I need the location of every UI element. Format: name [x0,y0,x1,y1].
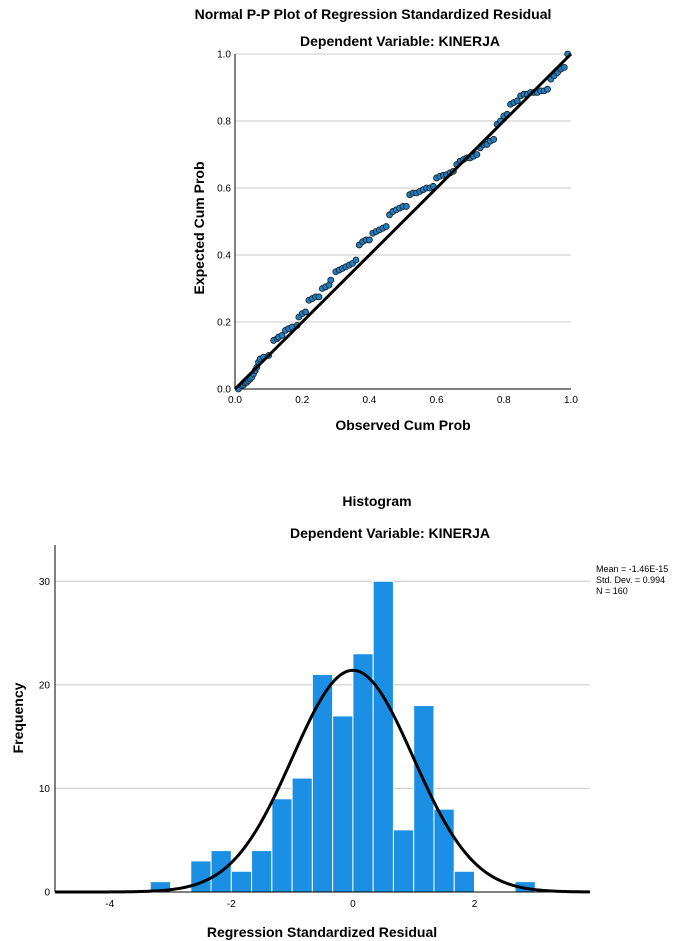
pp-x-axis-label: Observed Cum Prob [335,417,470,433]
pp-y-ticks: 0.0 0.2 0.4 0.6 0.8 1.0 [217,50,231,396]
pp-title: Normal P-P Plot of Regression Standardiz… [195,6,552,22]
pp-point [544,85,551,93]
pp-ytick-label: 0.2 [217,318,231,329]
pp-xtick-label: 1.0 [564,395,578,406]
hist-x-axis-label: Regression Standardized Residual [207,924,437,940]
pp-y-axis-label: Expected Cum Prob [191,161,207,294]
pp-point [382,223,390,230]
hist-ytick-label: 0 [44,888,50,899]
hist-xtick-label: -4 [105,899,114,910]
pp-ytick-label: 0.6 [217,184,231,195]
stats-box: Mean = -1.46E-15 Std. Dev. = 0.994 N = 1… [596,564,668,596]
pp-point [327,276,335,284]
pp-point [490,136,498,143]
hist-bar [453,870,475,893]
pp-xtick-label: 0.8 [497,395,511,406]
hist-y-ticks: 0 10 20 30 [39,577,51,899]
hist-bar [230,870,253,893]
stat-std-dev: Std. Dev. = 0.994 [596,575,665,585]
pp-subtitle: Dependent Variable: KINERJA [300,33,500,49]
pp-xtick-label: 0.2 [295,395,309,406]
hist-xtick-label: 2 [472,899,478,910]
pp-xtick-label: 0.0 [228,395,242,406]
hist-ytick-label: 20 [39,680,51,691]
pp-points [234,50,572,393]
hist-title: Histogram [342,493,411,509]
hist-bar [372,580,394,893]
hist-xtick-label: 0 [350,899,356,910]
pp-point [402,203,410,210]
pp-ytick-label: 0.8 [217,117,231,128]
histogram: Histogram Dependent Variable: KINERJA 0 … [10,493,668,940]
pp-point [365,236,373,244]
pp-point [513,97,521,105]
pp-point [278,331,286,339]
stat-mean: Mean = -1.46E-15 [596,564,668,574]
hist-bar [352,653,374,893]
pp-point [315,293,323,301]
hist-xtick-label: -2 [227,899,236,910]
hist-subtitle: Dependent Variable: KINERJA [290,525,490,541]
pp-point [352,256,360,264]
pp-point [302,308,309,316]
hist-x-ticks: -4 -2 0 2 [105,899,477,910]
stat-n: N = 160 [596,586,628,596]
hist-bar [271,798,293,893]
pp-xtick-label: 0.6 [430,395,444,406]
pp-point [560,64,568,71]
normal-curve [55,668,591,894]
pp-ytick-label: 1.0 [217,50,231,61]
hist-ytick-label: 30 [39,577,51,588]
hist-bar [251,850,273,893]
hist-ytick-label: 10 [39,784,51,795]
hist-bar [190,860,212,893]
pp-ytick-label: 0.4 [217,251,231,262]
pp-plot: Normal P-P Plot of Regression Standardiz… [191,6,578,433]
pp-reference-line [233,52,573,391]
pp-ytick-label: 0.0 [217,385,231,396]
pp-xtick-label: 0.4 [362,395,376,406]
hist-bar [291,777,313,893]
pp-x-ticks: 0.0 0.2 0.4 0.6 0.8 1.0 [228,395,578,406]
hist-bars [149,580,536,893]
hist-y-axis-label: Frequency [10,682,26,753]
pp-point [473,151,481,158]
hist-bar [392,829,415,893]
hist-bar [332,715,354,893]
